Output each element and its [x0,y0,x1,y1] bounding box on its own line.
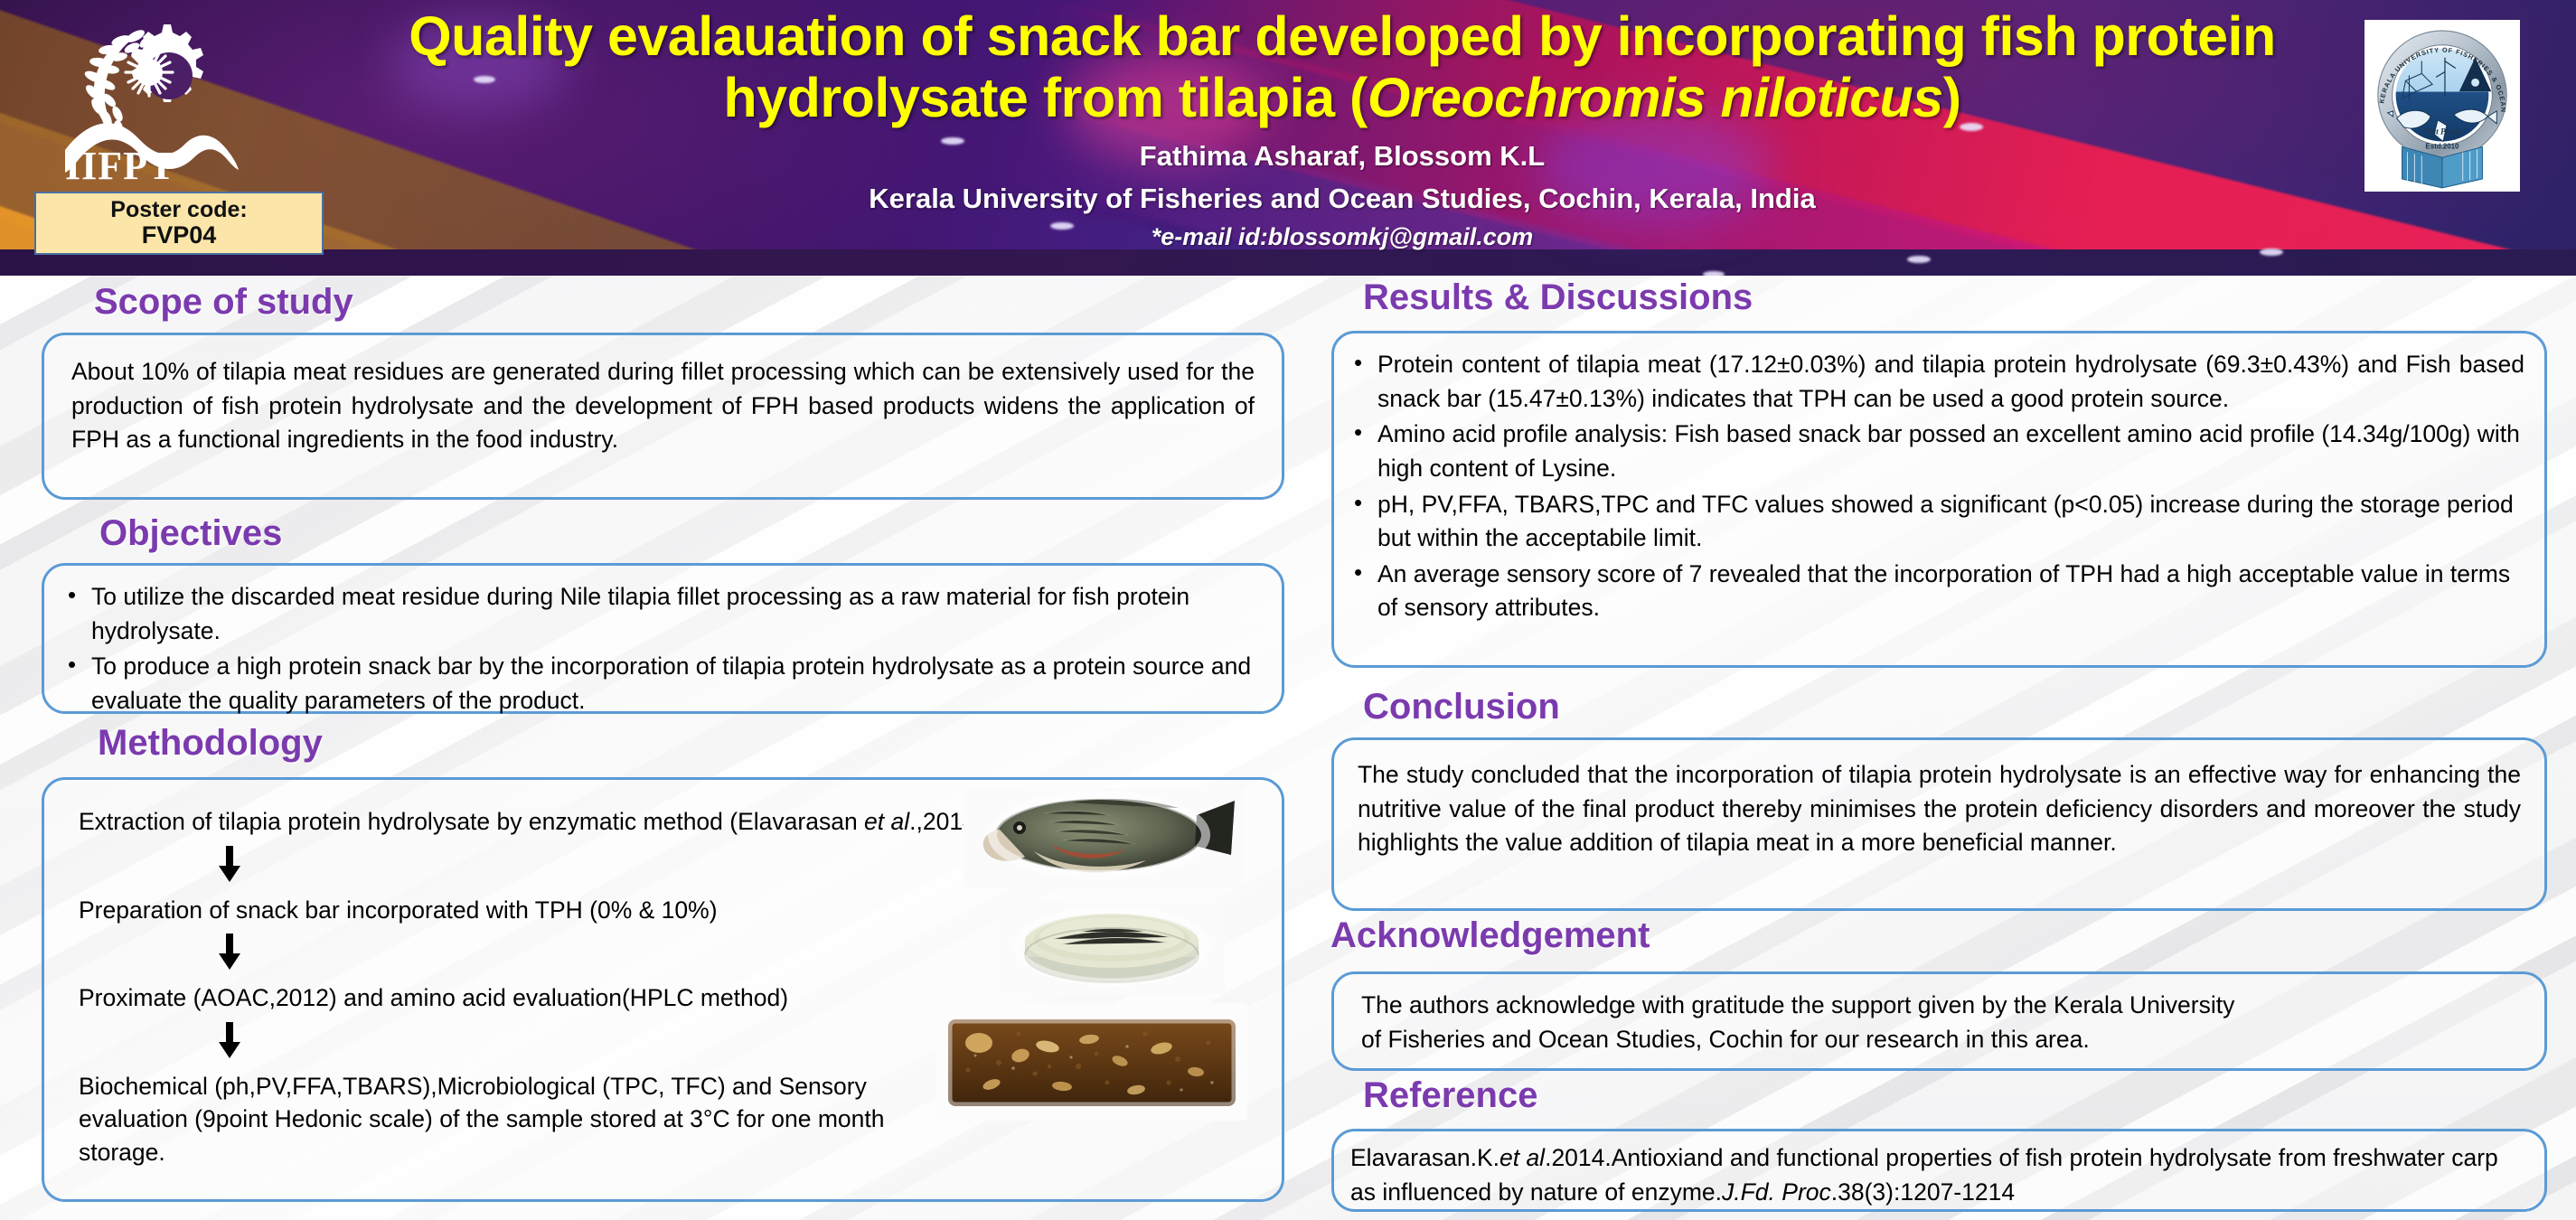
acknowledgement-heading: Acknowledgement [1330,915,1650,955]
methodology-heading: Methodology [98,723,323,763]
poster-title-line-1: Quality evalauation of snack bar develop… [409,5,2276,67]
results-list: Protein content of tilapia meat (17.12±0… [1347,346,2524,625]
reference-author: Elavarasan.K. [1350,1144,1500,1171]
conclusion-box: The study concluded that the incorporati… [1331,737,2547,911]
scope-text: About 10% of tilapia meat residues are g… [71,358,1255,454]
title-line2-prefix: hydrolysate from tilapia ( [723,67,1368,129]
poster-code-badge: Poster code: FVP04 [34,192,324,255]
reference-pages: .38(3):1207-1214 [1830,1178,2016,1206]
species-name: Oreochromis niloticus [1367,67,1943,129]
conclusion-heading: Conclusion [1363,687,1560,727]
reference-heading: Reference [1363,1075,1538,1115]
poster-header: IIFPT Poster code: FVP04 Quality evalaua… [0,0,2576,276]
poster-code-value: FVP04 [141,221,217,249]
flow-arrow-down-icon [219,845,240,882]
header-glow-violet [1537,108,1772,226]
svg-text:Fiat Piscis: Fiat Piscis [2423,128,2461,137]
header-spark-2 [474,76,495,83]
flow-arrow-down-icon [219,1021,240,1058]
scope-heading: Scope of study [94,282,353,322]
reference-box: Elavarasan.K.et al.2014.Antioxiand and f… [1331,1129,2547,1212]
acknowledgement-line-2: of Fisheries and Ocean Studies, Cochin f… [1361,1025,2090,1053]
conclusion-text: The study concluded that the incorporati… [1358,761,2521,857]
iifpt-logo: IIFPT [52,14,251,188]
header-glow-lilac [389,18,569,108]
scope-box: About 10% of tilapia meat residues are g… [42,333,1284,500]
header-spark-4 [1050,222,1074,230]
kufos-logo: KERALA UNIVERSITY OF FISHERIES & OCEAN S… [2364,20,2520,192]
author-list: Fathima Asharaf, Blossom K.L [1139,139,1546,172]
tilapia-fish-photo [964,788,1244,887]
snack-bar-photo [935,1003,1247,1121]
objectives-item: To utilize the discarded meat residue du… [61,578,1258,648]
header-bottom-strip [0,249,2576,276]
results-item: Protein content of tilapia meat (17.12±0… [1347,346,2524,416]
header-spark-8 [1703,271,1725,276]
affiliation: Kerala University of Fisheries and Ocean… [869,182,1816,214]
results-item: pH, PV,FFA, TBARS,TPC and TFC values sho… [1347,485,2524,556]
reference-journal: J.Fd. Proc [1722,1178,1831,1206]
poster-title-line-2: hydrolysate from tilapia (Oreochromis ni… [380,67,2305,128]
methodology-step-4: Biochemical (ph,PV,FFA,TBARS),Microbiolo… [79,1072,885,1166]
contact-email[interactable]: *e-mail id:blossomkj@gmail.com [1151,222,1534,250]
reference-title: .2014.Antioxiand and functional properti… [1350,1144,2498,1206]
poster-code-label: Poster code: [110,196,248,222]
results-item: An average sensory score of 7 revealed t… [1347,556,2524,625]
title-block: Quality evalauation of snack bar develop… [380,5,2305,251]
objectives-list: To utilize the discarded meat residue du… [61,578,1258,718]
svg-text:IIFPT: IIFPT [65,144,175,186]
header-spark-7 [2260,249,2283,256]
objectives-item: To produce a high protein snack bar by t… [61,648,1258,718]
header-spark-5 [1960,123,1983,131]
methodology-step-2: Preparation of snack bar incorporated wi… [79,896,718,924]
reference-etal: et al [1499,1144,1546,1171]
objectives-box: To utilize the discarded meat residue du… [42,563,1284,714]
acknowledgement-line-1: The authors acknowledge with gratitude t… [1361,991,2235,1018]
methodology-step-3: Proximate (AOAC,2012) and amino acid eva… [79,984,789,1012]
hydrolysate-petri-dish-photo [999,899,1225,994]
svg-text:Estd.2010: Estd.2010 [2426,142,2459,150]
methodology-step-1-text: Extraction of tilapia protein hydrolysat… [79,808,865,835]
results-item: Amino acid profile analysis: Fish based … [1347,416,2524,485]
header-spark-3 [941,137,964,145]
methodology-step-1: Extraction of tilapia protein hydrolysat… [79,805,1264,839]
flow-arrow-down-icon [219,934,240,971]
title-line2-suffix: ) [1942,67,1961,129]
objectives-heading: Objectives [99,513,283,553]
header-spark-6 [1907,256,1931,263]
header-glow-pink [1067,54,1265,163]
results-box: Protein content of tilapia meat (17.12±0… [1331,331,2547,668]
methodology-step-1-italic: et al [864,808,910,835]
acknowledgement-box: The authors acknowledge with gratitude t… [1331,971,2547,1071]
results-heading: Results & Discussions [1363,277,1753,317]
reference-entry: Elavarasan.K.et al.2014.Antioxiand and f… [1350,1141,2528,1209]
